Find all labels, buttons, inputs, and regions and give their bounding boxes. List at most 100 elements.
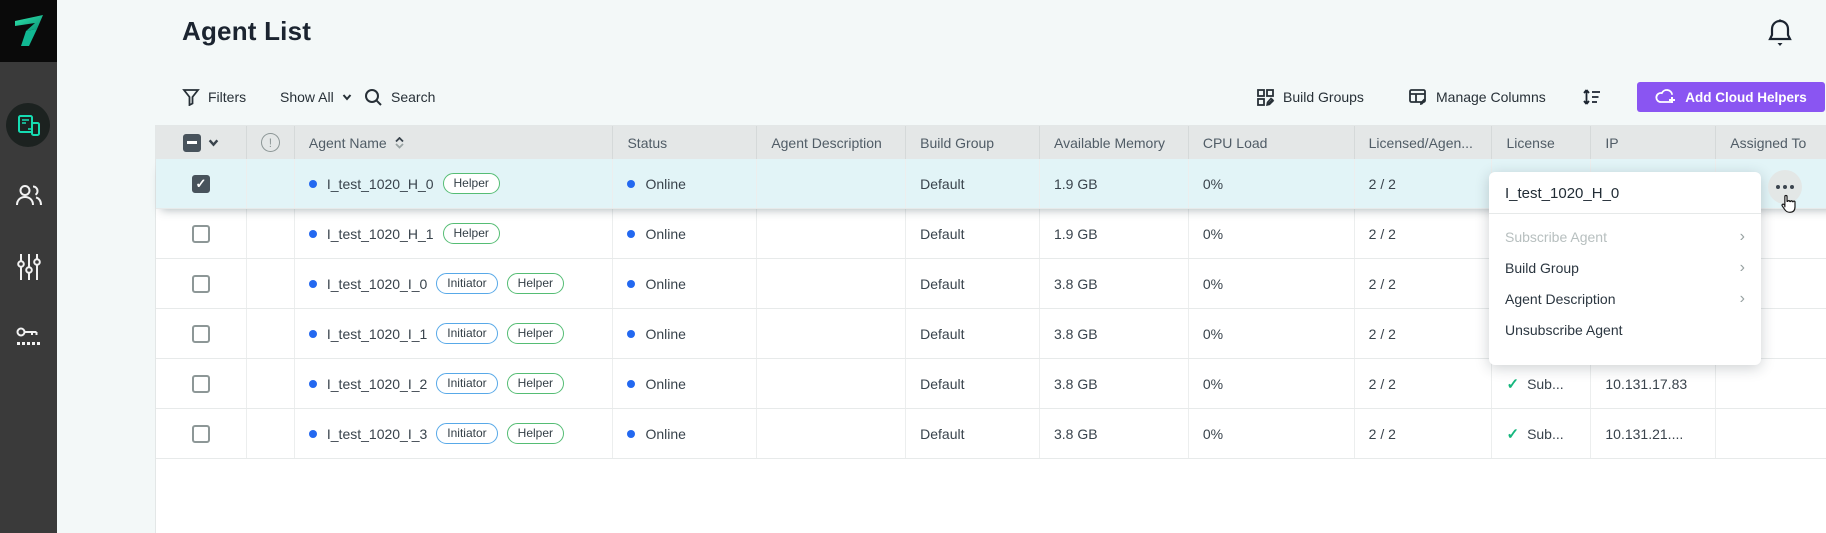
sidebar-item-agents[interactable] xyxy=(0,100,57,150)
submenu-chevron-icon: › xyxy=(1739,227,1745,245)
manage-columns-button[interactable]: Manage Columns xyxy=(1408,82,1546,112)
row-checkbox[interactable]: ✓ xyxy=(191,174,210,193)
helper-badge: Helper xyxy=(442,223,500,244)
table-header-row: ! Agent Name Status Agent Description Bu… xyxy=(156,126,1826,159)
initiator-badge: Initiator xyxy=(436,273,498,294)
status-dot xyxy=(627,229,636,238)
build-groups-icon xyxy=(1257,88,1275,106)
menu-item-subscribe-agent[interactable]: Subscribe Agent › xyxy=(1505,227,1745,245)
status-text: Online xyxy=(645,275,686,292)
menu-item-agent-description[interactable]: Agent Description › xyxy=(1505,289,1745,307)
row-context-menu: I_test_1020_H_0 Subscribe Agent › Build … xyxy=(1489,172,1761,365)
agent-dot xyxy=(308,429,317,438)
row-checkbox[interactable] xyxy=(191,274,210,293)
show-all-label: Show All xyxy=(280,89,334,105)
license-text: Sub... xyxy=(1527,425,1564,442)
row-checkbox[interactable] xyxy=(191,374,210,393)
agent-name: I_test_1020_I_3 xyxy=(326,425,428,442)
initiator-badge: Initiator xyxy=(436,323,498,344)
helper-badge: Helper xyxy=(506,423,565,444)
filters-label: Filters xyxy=(208,89,247,105)
column-header-build-group[interactable]: Build Group xyxy=(906,126,1040,159)
filter-funnel-icon xyxy=(182,89,200,106)
status-text: Online xyxy=(645,425,686,442)
alert-column-icon: ! xyxy=(260,133,280,152)
status-dot xyxy=(627,329,636,338)
build-groups-button[interactable]: Build Groups xyxy=(1256,82,1364,112)
context-menu-title: I_test_1020_H_0 xyxy=(1489,172,1761,214)
helper-badge: Helper xyxy=(506,273,565,294)
manage-columns-label: Manage Columns xyxy=(1436,89,1546,105)
show-all-dropdown[interactable]: Show All xyxy=(280,82,352,112)
ip-text: 10.131.21.... xyxy=(1605,425,1684,442)
chevron-down-icon xyxy=(342,94,351,101)
column-header-status[interactable]: Status xyxy=(613,126,758,159)
users-icon xyxy=(15,185,42,206)
search-icon xyxy=(365,88,382,106)
agent-name: I_test_1020_I_1 xyxy=(326,325,428,342)
status-text: Online xyxy=(645,175,686,192)
helper-badge: Helper xyxy=(506,323,565,344)
column-header-agent-description[interactable]: Agent Description xyxy=(757,126,907,159)
status-text: Online xyxy=(645,225,686,242)
row-actions-button[interactable] xyxy=(1768,170,1802,204)
agent-name: I_test_1020_I_0 xyxy=(326,275,428,292)
bell-icon xyxy=(1768,19,1792,46)
sidebar xyxy=(0,0,57,533)
agent-name: I_test_1020_H_1 xyxy=(326,225,434,242)
cloud-plus-icon xyxy=(1655,89,1676,103)
sidebar-item-settings[interactable] xyxy=(0,242,57,292)
row-checkbox[interactable] xyxy=(191,324,210,343)
table-row[interactable]: I_test_1020_I_2 Initiator Helper Online De… xyxy=(156,359,1826,409)
license-text: Sub... xyxy=(1527,375,1564,392)
status-dot xyxy=(627,429,636,438)
search-label: Search xyxy=(391,89,436,105)
app-logo[interactable] xyxy=(0,0,57,62)
sidebar-item-credentials[interactable] xyxy=(0,312,57,362)
table-row[interactable]: I_test_1020_I_3 Initiator Helper Online De… xyxy=(156,409,1826,459)
row-checkbox[interactable] xyxy=(191,424,210,443)
status-dot xyxy=(627,379,636,388)
select-all-checkbox[interactable] xyxy=(182,133,201,152)
column-header-available-memory[interactable]: Available Memory xyxy=(1040,126,1189,159)
sort-amount-icon xyxy=(1583,89,1600,105)
status-text: Online xyxy=(645,325,686,342)
menu-item-unsubscribe-agent[interactable]: Unsubscribe Agent xyxy=(1505,321,1623,338)
column-header-license[interactable]: License xyxy=(1492,126,1592,159)
agent-name: I_test_1020_I_2 xyxy=(326,375,428,392)
column-header-agent-name[interactable]: Agent Name xyxy=(295,126,614,159)
page-title: Agent List xyxy=(182,16,312,46)
column-header-ip[interactable]: IP xyxy=(1591,126,1717,159)
active-nav-highlight xyxy=(6,103,50,147)
status-text: Online xyxy=(645,375,686,392)
menu-item-build-group[interactable]: Build Group › xyxy=(1505,258,1745,276)
notifications-button[interactable] xyxy=(1766,18,1798,50)
build-groups-label: Build Groups xyxy=(1283,89,1364,105)
submenu-chevron-icon: › xyxy=(1739,258,1745,276)
helper-badge: Helper xyxy=(442,173,500,194)
sidebar-item-users[interactable] xyxy=(0,170,57,220)
agents-icon xyxy=(17,115,40,136)
sort-toggle-icon[interactable] xyxy=(395,136,404,149)
agent-dot xyxy=(308,229,317,238)
helper-badge: Helper xyxy=(506,373,565,394)
column-header-assigned-to[interactable]: Assigned To xyxy=(1730,134,1807,151)
column-header-cpu-load[interactable]: CPU Load xyxy=(1189,126,1355,159)
brand-logo-icon xyxy=(15,15,43,46)
filters-button[interactable]: Filters xyxy=(182,82,246,112)
manage-columns-icon xyxy=(1409,89,1426,105)
submenu-chevron-icon: › xyxy=(1739,289,1745,307)
agent-dot xyxy=(308,329,317,338)
ip-text: 10.131.17.83 xyxy=(1605,375,1688,392)
agent-dot xyxy=(308,379,317,388)
row-checkbox[interactable] xyxy=(191,224,210,243)
column-header-licensed-agents[interactable]: Licensed/Agen... xyxy=(1355,126,1493,159)
sliders-icon xyxy=(16,254,41,280)
search-button[interactable]: Search xyxy=(364,82,435,112)
selection-menu-chevron-icon[interactable] xyxy=(208,137,219,148)
sort-order-button[interactable] xyxy=(1582,82,1602,112)
key-icon xyxy=(16,327,40,345)
add-cloud-helpers-button[interactable]: Add Cloud Helpers xyxy=(1637,82,1825,112)
status-dot xyxy=(627,179,636,188)
